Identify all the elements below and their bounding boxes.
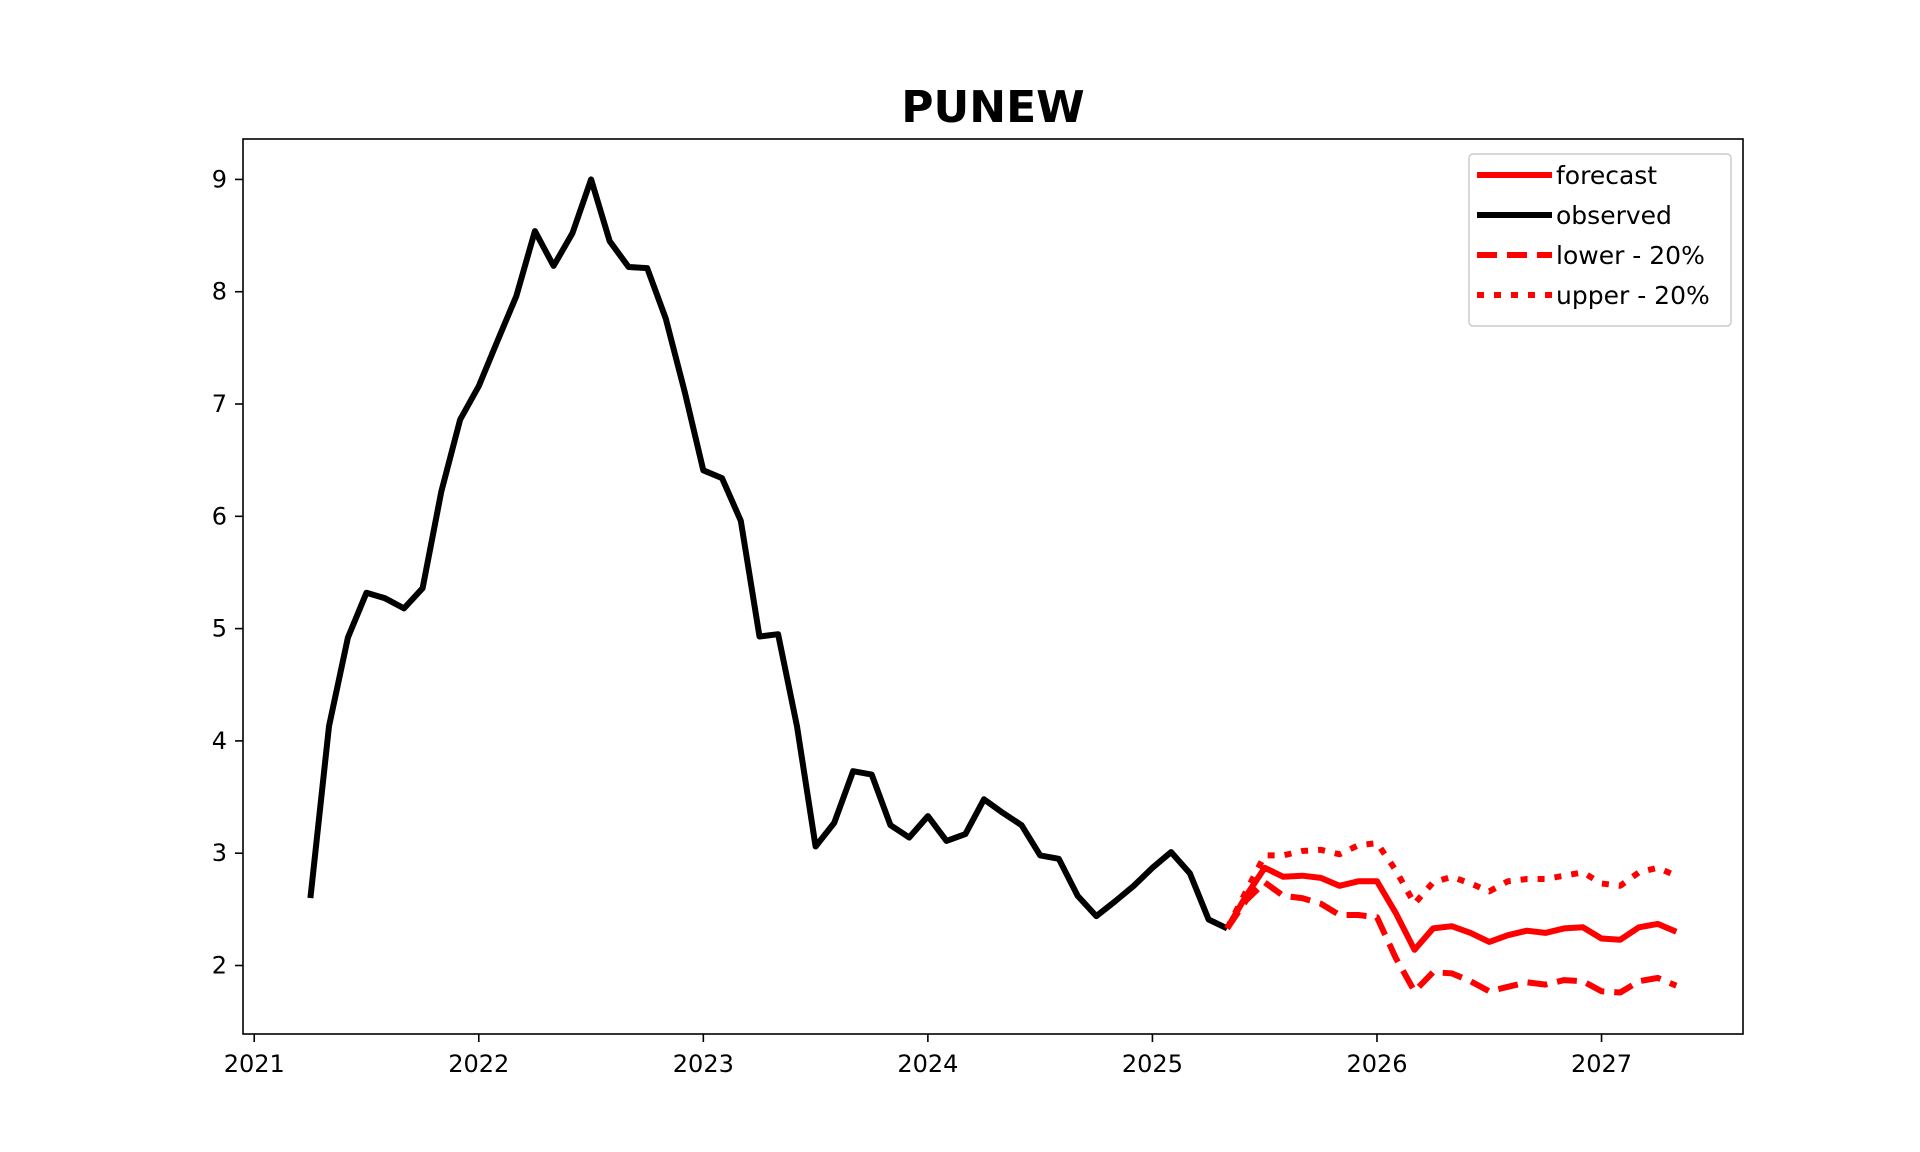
legend: forecast observed lower - 20% upper - 20% [1468, 153, 1732, 327]
legend-label-forecast: forecast [1556, 161, 1657, 190]
x-tick-label: 2024 [897, 1050, 958, 1078]
x-tick-label: 2023 [673, 1050, 734, 1078]
y-axis: 2 3 4 5 6 7 8 9 [212, 165, 243, 979]
x-tick-label: 2027 [1571, 1050, 1632, 1078]
y-tick-label: 5 [212, 615, 227, 643]
legend-box [1468, 153, 1732, 327]
y-tick-label: 2 [212, 951, 227, 979]
series-line-forecast [1224, 864, 1678, 953]
x-tick-label: 2021 [224, 1050, 285, 1078]
plot-lines [307, 176, 1678, 996]
y-tick-label: 9 [212, 165, 227, 193]
y-tick-label: 8 [212, 278, 227, 306]
series-line-upper-20 [1224, 840, 1678, 930]
x-tick-label: 2022 [448, 1050, 509, 1078]
legend-label-lower-20: lower - 20% [1556, 241, 1705, 270]
y-tick-label: 7 [212, 390, 227, 418]
x-tick-label: 2026 [1346, 1050, 1407, 1078]
series-line-lower-20 [1224, 879, 1678, 996]
y-tick-label: 3 [212, 839, 227, 867]
series-line-observed [307, 176, 1229, 932]
x-axis: 2021 2022 2023 2024 2025 2026 2027 [224, 1034, 1632, 1078]
y-tick-label: 6 [212, 502, 227, 530]
legend-label-upper-20: upper - 20% [1556, 281, 1710, 310]
chart-title: PUNEW [901, 82, 1084, 133]
x-tick-label: 2025 [1122, 1050, 1183, 1078]
y-tick-label: 4 [212, 727, 227, 755]
legend-label-observed: observed [1556, 201, 1672, 230]
axes-frame [242, 138, 1744, 1035]
